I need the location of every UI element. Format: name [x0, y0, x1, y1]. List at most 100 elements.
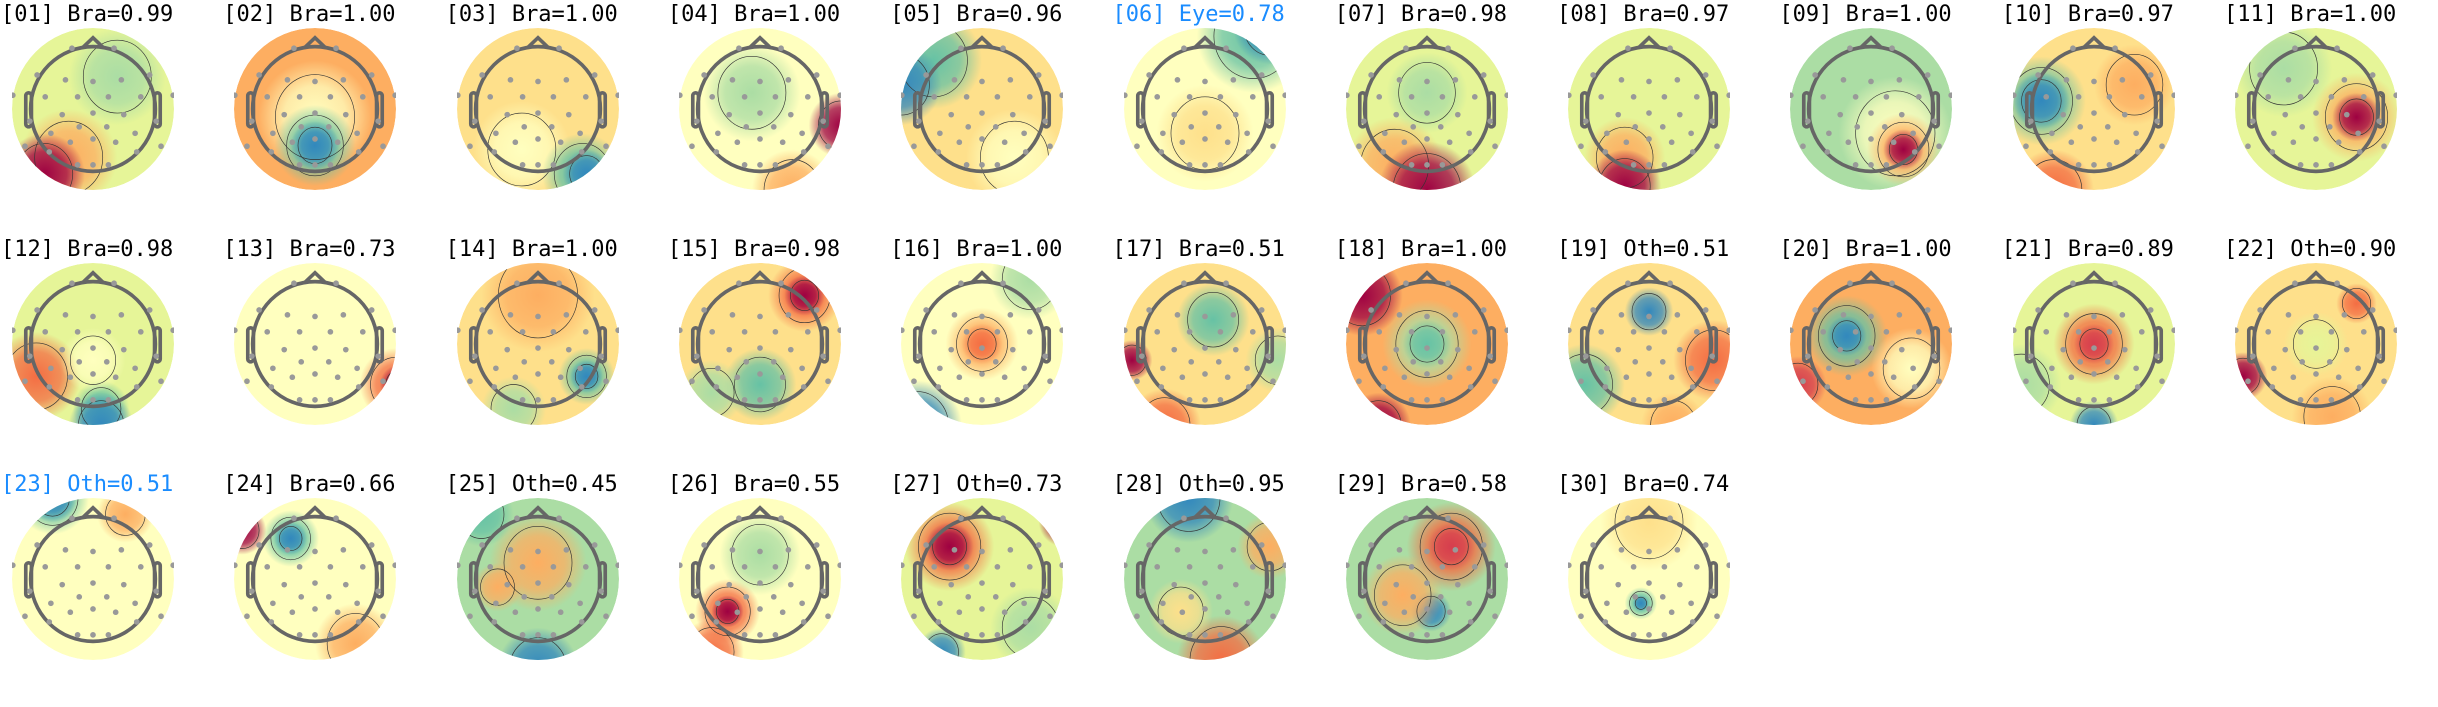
electrode-dot [312, 78, 319, 85]
electrode-dot [2356, 149, 2363, 155]
topomap [1568, 28, 1731, 190]
electrode-dot [2119, 77, 2125, 83]
component-21[interactable]: [21] Bra=0.89 [2001, 237, 2223, 472]
component-15[interactable]: [15] Bra=0.98 [667, 237, 889, 472]
component-16[interactable]: [16] Bra=1.00 [889, 237, 1111, 472]
electrode-dot [356, 149, 362, 155]
electrode-dot [534, 313, 541, 320]
component-title: [02] Bra=1.00 [223, 2, 396, 27]
electrode-dot [1423, 110, 1430, 116]
topomap-blob [1402, 319, 1452, 369]
topomap [901, 498, 1064, 660]
component-17[interactable]: [17] Bra=0.51 [1112, 237, 1334, 472]
head-outline [246, 505, 385, 644]
electrode-dot [757, 397, 763, 403]
component-06[interactable]: [06] Eye=0.78 [1112, 2, 1334, 237]
electrode-dot [1345, 327, 1350, 334]
electrode-dot [466, 143, 473, 150]
component-26[interactable]: [26] Bra=0.55 [667, 472, 889, 707]
topomap [234, 498, 397, 660]
component-03[interactable]: [03] Bra=1.00 [445, 2, 667, 237]
component-07[interactable]: [07] Bra=0.98 [1334, 2, 1556, 237]
electrode-dot [1123, 327, 1128, 334]
electrode-dot [1145, 542, 1152, 548]
electrode-dot [1445, 45, 1451, 52]
component-30[interactable]: [30] Bra=0.74 [1556, 472, 1778, 707]
electrode-dot [12, 327, 16, 334]
electrode-dot [34, 72, 40, 78]
electrode-dot [340, 312, 347, 318]
electrode-dot [1245, 384, 1252, 390]
electrode-dot [343, 346, 349, 353]
electrode-dot [1232, 581, 1239, 588]
electrode-dot [1667, 45, 1673, 52]
electrode-dot [1215, 358, 1222, 365]
electrode-dot [820, 588, 826, 594]
electrode-dot [757, 162, 763, 168]
electrode-dot [1157, 149, 1164, 155]
electrode-dot [256, 542, 263, 548]
electrode-dot [289, 374, 296, 381]
component-title: [05] Bra=0.96 [890, 2, 1063, 27]
electrode-dot [513, 280, 520, 287]
component-11[interactable]: [11] Bra=1.00 [2223, 2, 2438, 237]
topomap [1790, 263, 1953, 425]
electrode-dot [1891, 374, 1897, 381]
topomap [1123, 28, 1286, 190]
topomap [12, 28, 174, 190]
component-24[interactable]: [24] Bra=0.66 [222, 472, 444, 707]
electrode-dot [2090, 371, 2097, 377]
topomap [456, 263, 619, 425]
component-05[interactable]: [05] Bra=0.96 [889, 2, 1111, 237]
electrode-dot [42, 94, 49, 100]
component-28[interactable]: [28] Oth=0.95 [1112, 472, 1334, 707]
electrode-dot [1694, 329, 1700, 335]
component-20[interactable]: [20] Bra=1.00 [1778, 237, 2000, 472]
electrode-dot [103, 123, 110, 130]
electrode-dot [153, 353, 160, 359]
electrode-dot [1186, 162, 1192, 168]
electrode-dot [1931, 353, 1938, 359]
electrode-dot [2077, 123, 2083, 130]
electrode-dot [1841, 77, 1847, 83]
electrode-dot [1439, 329, 1446, 335]
component-02[interactable]: [02] Bra=1.00 [222, 2, 444, 237]
electrode-dot [326, 593, 332, 600]
contour-line [487, 112, 556, 187]
electrode-dot [1222, 280, 1229, 287]
component-22[interactable]: [22] Oth=0.90 [2223, 237, 2438, 472]
component-08[interactable]: [08] Bra=0.97 [1556, 2, 1778, 237]
component-19[interactable]: [19] Oth=0.51 [1556, 237, 1778, 472]
electrode-dot [1036, 72, 1042, 78]
component-27[interactable]: [27] Oth=0.73 [889, 472, 1111, 707]
component-25[interactable]: [25] Oth=0.45 [445, 472, 667, 707]
electrode-dot [1578, 378, 1584, 385]
electrode-dot [158, 143, 164, 150]
component-23[interactable]: [23] Oth=0.51 [0, 472, 222, 707]
component-01[interactable]: [01] Bra=0.99 [0, 2, 222, 237]
electrode-dot [2075, 162, 2082, 168]
electrode-dot [1408, 397, 1415, 403]
electrode-dot [1646, 78, 1652, 85]
topomap-field [234, 263, 397, 425]
electrode-dot [1702, 542, 1709, 548]
electrode-dot [1170, 346, 1177, 353]
electrode-dot [343, 581, 349, 588]
component-29[interactable]: [29] Bra=0.58 [1334, 472, 1556, 707]
component-10[interactable]: [10] Bra=0.97 [2001, 2, 2223, 237]
electrode-dot [1667, 515, 1673, 522]
component-13[interactable]: [13] Bra=0.73 [222, 237, 444, 472]
electrode-dot [1590, 542, 1597, 548]
component-18[interactable]: [18] Bra=1.00 [1334, 237, 1556, 472]
component-09[interactable]: [09] Bra=1.00 [1778, 2, 2000, 237]
electrode-dot [1269, 613, 1276, 620]
electrode-dot [693, 588, 700, 594]
component-14[interactable]: [14] Bra=1.00 [445, 237, 667, 472]
component-12[interactable]: [12] Bra=0.98 [0, 237, 222, 472]
electrode-dot [380, 613, 387, 620]
electrode-dot [1059, 327, 1064, 334]
electrode-dot [1217, 94, 1223, 100]
component-04[interactable]: [04] Bra=1.00 [667, 2, 889, 237]
electrode-dot [935, 619, 942, 625]
electrode-dot [512, 374, 518, 381]
